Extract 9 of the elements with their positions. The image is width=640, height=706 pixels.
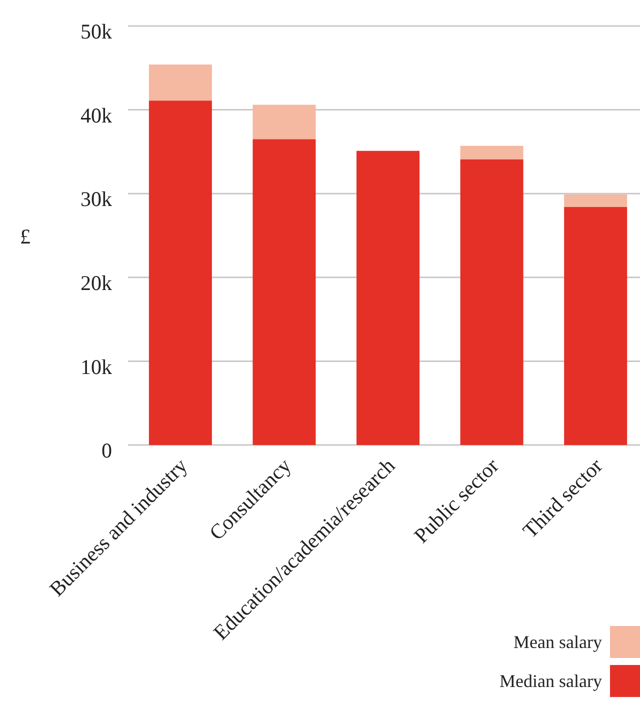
y-tick-label: 40k xyxy=(80,103,112,128)
y-tick-label: 10k xyxy=(80,354,112,379)
legend-label: Median salary xyxy=(500,671,602,691)
y-axis-title: £ xyxy=(20,224,30,248)
y-tick-label: 0 xyxy=(102,438,112,463)
y-tick-label: 50k xyxy=(80,20,112,44)
legend-label: Mean salary xyxy=(514,632,602,652)
y-tick-label: 30k xyxy=(80,187,112,212)
y-tick-label: 20k xyxy=(80,271,112,295)
